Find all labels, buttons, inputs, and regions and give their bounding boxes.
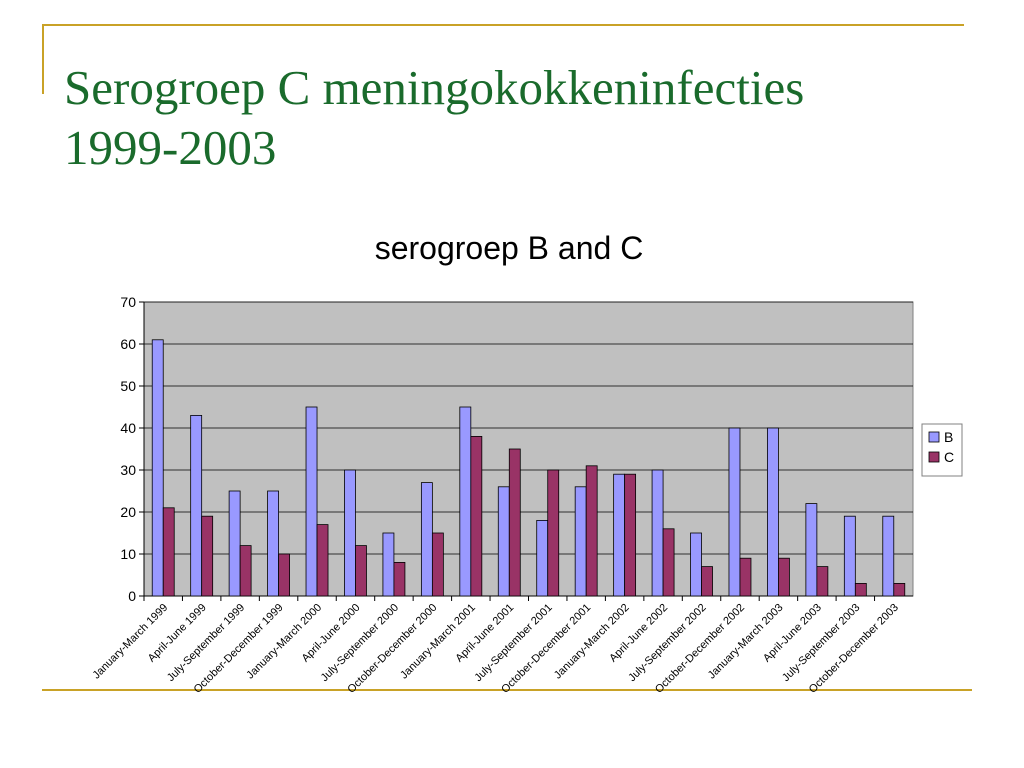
bar-c [431, 532, 444, 597]
bar-c [393, 562, 406, 597]
bar-b [497, 486, 510, 597]
bar-c [816, 566, 829, 597]
bar-b [420, 482, 433, 597]
bar-b [344, 469, 356, 597]
y-tick-label: 10 [120, 546, 136, 562]
bar-b [574, 486, 587, 597]
bar-b [843, 515, 856, 597]
x-tick-label: January-March 2002 [552, 602, 632, 682]
bar-b [882, 515, 895, 597]
x-tick-label: January-March 2000 [244, 602, 324, 682]
bar-c [778, 557, 790, 597]
x-tick-label: January-March 1999 [91, 602, 171, 682]
legend-swatch-c [928, 451, 940, 463]
bottom-rule [42, 689, 972, 691]
y-tick-label: 20 [120, 504, 136, 520]
plot-background [143, 301, 914, 597]
x-tick-label: January-March 2003 [706, 602, 786, 682]
y-tick-label: 0 [128, 588, 136, 604]
bar-b [613, 473, 626, 597]
chart-title: serogroep B and C [375, 230, 644, 266]
bar-c [162, 507, 175, 597]
bar-b [690, 532, 702, 597]
bar-c [508, 448, 521, 597]
bar-b [459, 406, 472, 597]
bar-b [767, 427, 779, 597]
y-tick-label: 70 [120, 294, 136, 310]
legend-box [921, 423, 963, 477]
bar-c [893, 583, 906, 597]
legend-label-b: B [944, 429, 953, 445]
legend-swatch-b [928, 431, 940, 443]
left-rule [42, 24, 44, 94]
bar-c [624, 473, 637, 597]
bar-b [536, 520, 549, 597]
slide-title-line-2: 1999-2003 [64, 120, 277, 175]
y-tick-label: 40 [120, 420, 136, 436]
bar-b [267, 490, 279, 597]
legend-label-c: C [944, 449, 954, 465]
bar-c [278, 553, 290, 597]
bar-b [228, 490, 241, 597]
bar-c [739, 557, 752, 597]
bar-c [854, 583, 867, 597]
bar-c [585, 465, 598, 597]
y-tick-label: 50 [120, 378, 136, 394]
bar-c [201, 515, 214, 597]
bar-b [190, 414, 203, 597]
legend: BC [921, 423, 963, 477]
bar-c [701, 566, 713, 597]
top-rule [42, 24, 964, 26]
bar-b [151, 339, 164, 597]
bar-c [239, 545, 252, 597]
bar-c [470, 435, 483, 597]
bar-c [662, 528, 675, 597]
bar-c [355, 545, 367, 597]
y-tick-label: 30 [120, 462, 136, 478]
bar-c [547, 469, 560, 597]
slide-title-line-1: Serogroep C meningokokkeninfecties [64, 60, 805, 115]
bar-b [382, 532, 395, 597]
slide-title: Serogroep C meningokokkeninfecties 1999-… [64, 58, 964, 178]
bar-b [305, 406, 318, 597]
x-tick-label: January-March 2001 [398, 602, 478, 682]
bar-b [805, 503, 818, 597]
bar-b [728, 427, 741, 597]
bar-c [316, 524, 329, 597]
y-tick-label: 60 [120, 336, 136, 352]
bar-b [651, 469, 664, 597]
